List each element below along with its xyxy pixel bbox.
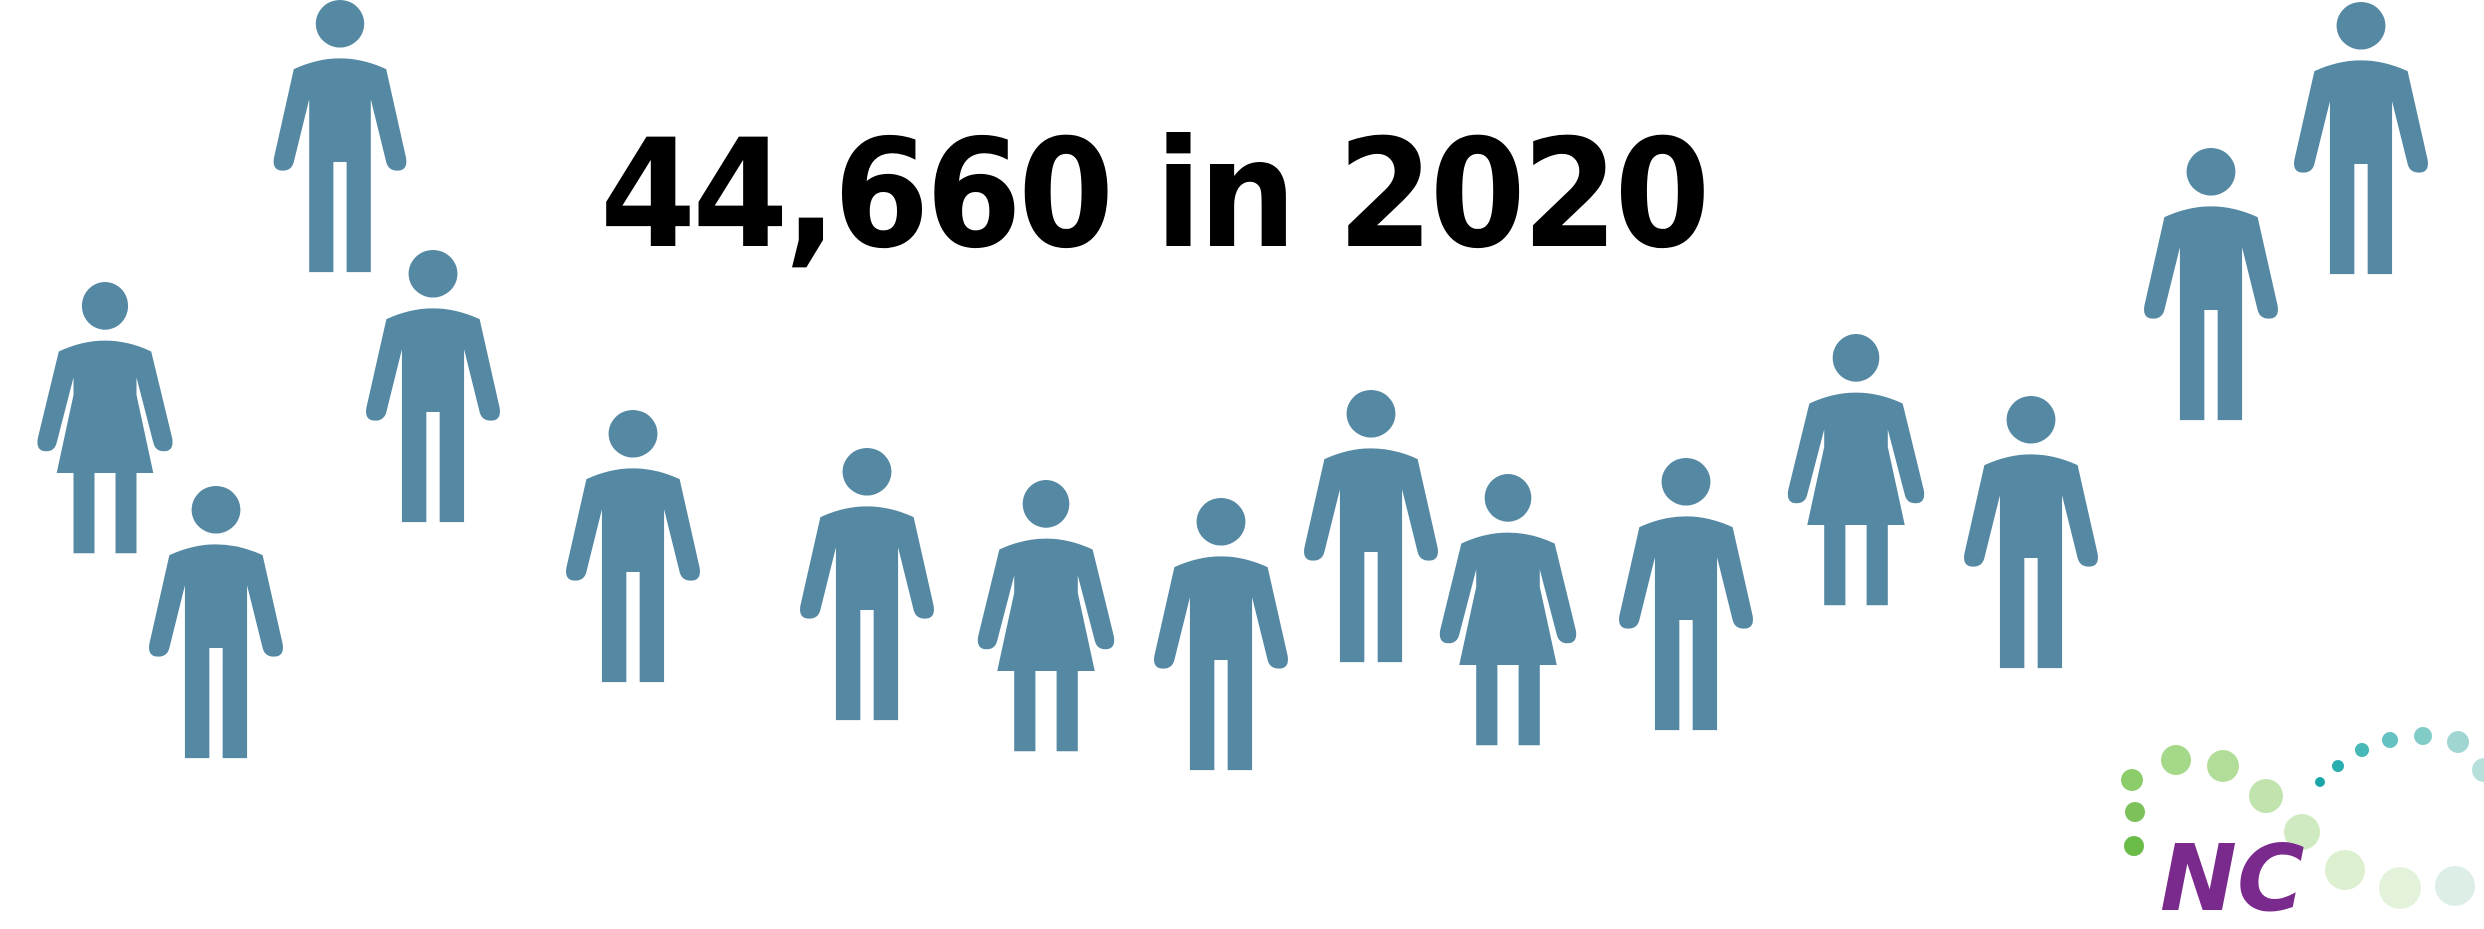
person-female-icon [0,282,210,716]
person-female-icon [1750,334,1962,768]
logo-text: NC [2160,825,2305,929]
person-male-icon [1110,498,1332,929]
person-male-icon [1575,458,1797,890]
person-male-icon [105,486,327,918]
headline-stat: 44,660 in 2020 [600,108,1710,282]
person-female-icon [1402,474,1614,908]
logo-dots [2121,727,2484,909]
person-male-icon [1260,390,1482,822]
person-male-icon [1920,396,2142,828]
person-male-icon [756,448,978,880]
person-male-icon [2100,148,2322,580]
person-male-icon [2250,2,2472,434]
person-female-icon [940,480,1152,914]
person-male-icon [522,410,744,842]
person-male-icon [322,250,544,682]
person-male-icon [230,0,450,432]
brand-logo: NC [2110,700,2484,929]
